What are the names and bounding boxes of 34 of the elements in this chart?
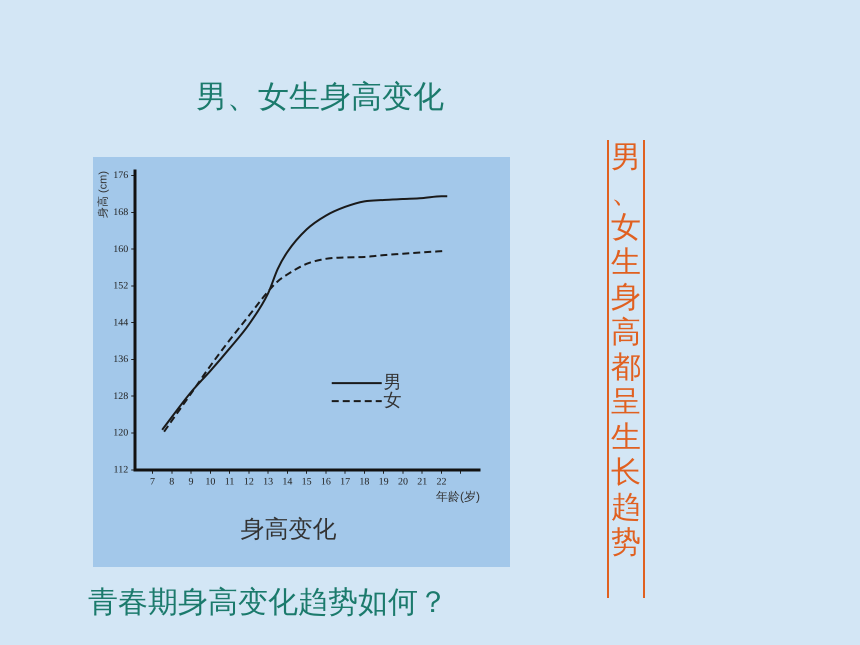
y-tick-label: 112 xyxy=(114,464,128,476)
x-tick-label: 19 xyxy=(378,476,389,488)
text: 男、女生身高都呈生长趋势 xyxy=(611,140,641,560)
x-tick-label: 9 xyxy=(188,476,194,488)
y-tick-label: 152 xyxy=(113,280,128,292)
x-axis-title: 年龄(岁) xyxy=(436,489,480,504)
x-tick-label: 11 xyxy=(224,476,234,488)
x-tick-label: 16 xyxy=(320,476,331,488)
y-tick-label: 176 xyxy=(113,170,128,182)
y-axis-title: 身高 (cm) xyxy=(96,171,110,218)
legend-label: 男 xyxy=(384,372,402,392)
legend-label: 女 xyxy=(384,390,402,410)
x-tick-label: 8 xyxy=(169,476,174,488)
x-tick-label: 14 xyxy=(282,476,292,488)
text: 青春期身高变化趋势如何？ xyxy=(88,584,448,622)
x-tick-label: 21 xyxy=(417,476,428,488)
y-tick-label: 160 xyxy=(113,244,128,255)
x-tick-label: 22 xyxy=(436,476,446,488)
y-tick-label: 120 xyxy=(113,428,128,439)
x-tick-label: 20 xyxy=(398,476,408,488)
x-tick-label: 12 xyxy=(244,476,254,488)
y-tick-label: 168 xyxy=(113,206,128,218)
x-tick-label: 15 xyxy=(302,476,312,488)
x-tick-label: 13 xyxy=(263,476,274,488)
x-tick-label: 10 xyxy=(205,476,216,488)
line-series xyxy=(161,195,448,431)
y-tick-label: 136 xyxy=(113,354,128,366)
text: 身高变化 xyxy=(240,516,336,544)
x-tick-label: 18 xyxy=(359,476,370,488)
x-tick-label: 7 xyxy=(150,476,156,488)
y-tick-label: 144 xyxy=(113,317,128,328)
x-tick-label: 17 xyxy=(340,476,350,488)
y-tick-label: 128 xyxy=(113,390,128,402)
chart-title: 男、女生身高变化 xyxy=(195,78,445,117)
